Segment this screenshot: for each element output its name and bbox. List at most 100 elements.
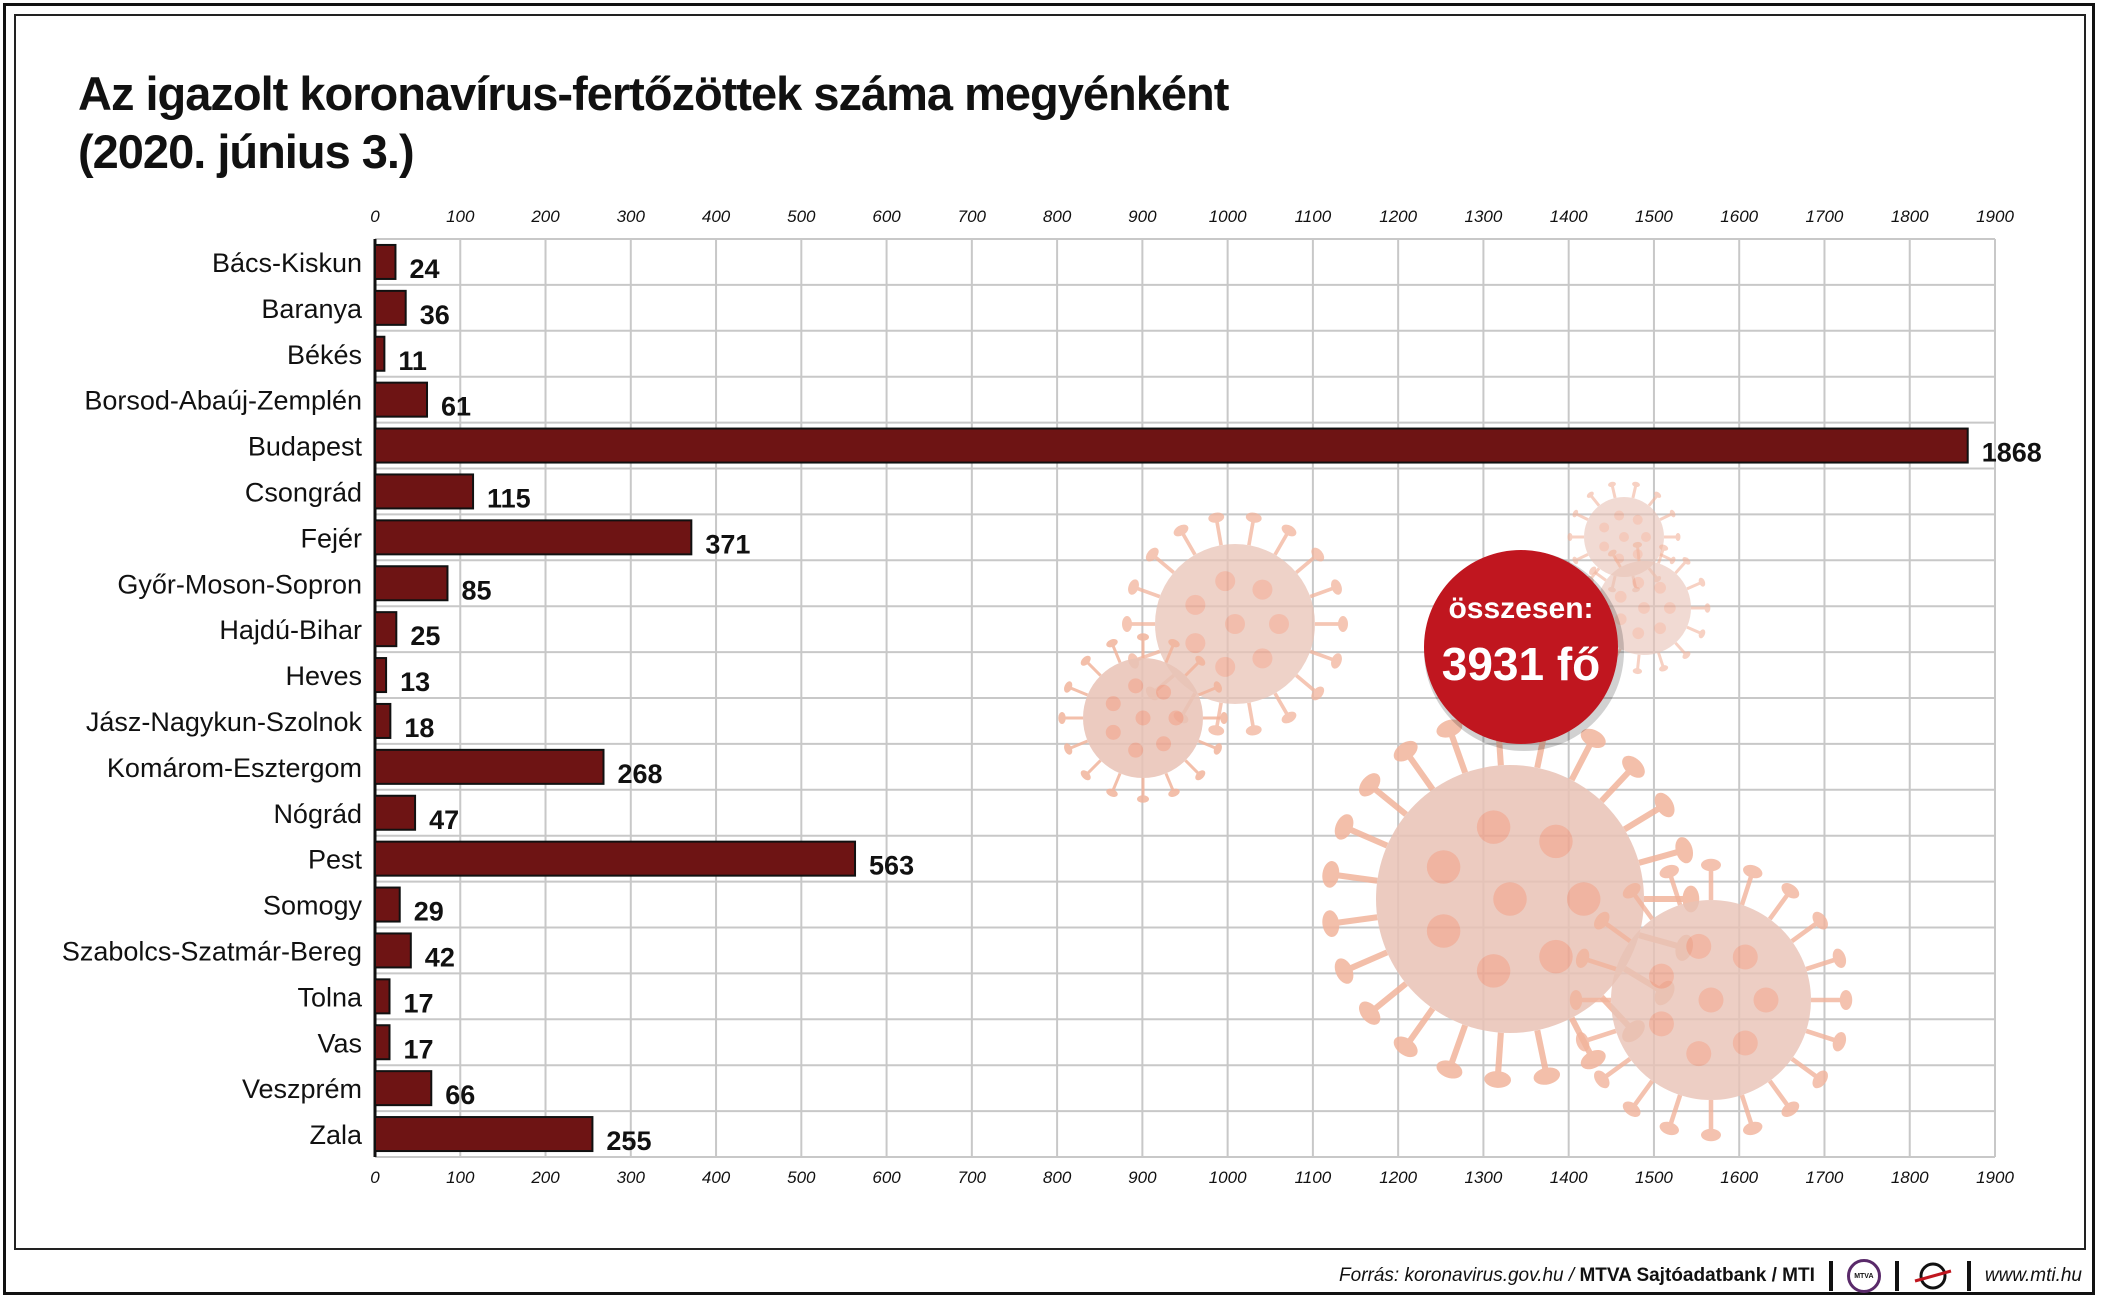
inner-frame bbox=[14, 14, 2086, 1250]
value-label: 115 bbox=[487, 483, 531, 513]
virus-dot bbox=[1185, 594, 1206, 615]
total-label: összesen: bbox=[1448, 592, 1593, 625]
virus-spike-tip bbox=[1575, 948, 1590, 968]
virus-spike-tip bbox=[1659, 864, 1679, 879]
virus-spike-tip bbox=[1812, 911, 1828, 930]
category-label: Fejér bbox=[300, 523, 362, 553]
separator bbox=[1966, 1261, 1971, 1291]
virus-spike-tip bbox=[1220, 712, 1228, 724]
virus-spike-tip bbox=[1659, 1121, 1679, 1136]
virus-dot bbox=[1654, 622, 1666, 635]
virus-spike-tip bbox=[1281, 524, 1297, 537]
virus-spike-tip bbox=[1080, 655, 1091, 666]
tick-label: 1800 bbox=[1891, 207, 1929, 226]
virus-dot bbox=[1269, 614, 1289, 634]
virus-spike-tip bbox=[1338, 616, 1348, 632]
virus-spike-tip bbox=[1580, 1049, 1606, 1070]
virus-spike-tip bbox=[1669, 509, 1676, 518]
tick-label: 1800 bbox=[1891, 1168, 1929, 1187]
tick-label: 0 bbox=[370, 1168, 380, 1187]
virus-spike-tip bbox=[1137, 633, 1149, 641]
tick-label: 1300 bbox=[1465, 207, 1503, 226]
virus-spike-tip bbox=[1567, 533, 1573, 541]
tick-label: 1900 bbox=[1976, 1168, 2014, 1187]
virus-spike-tip bbox=[1145, 547, 1159, 562]
value-label: 563 bbox=[869, 851, 914, 881]
virus-dot bbox=[1185, 633, 1206, 654]
category-label: Zala bbox=[309, 1120, 363, 1150]
category-label: Békés bbox=[287, 340, 362, 370]
bar bbox=[374, 381, 429, 418]
total-value: 3931 fő bbox=[1442, 638, 1601, 690]
value-label: 17 bbox=[403, 1034, 433, 1064]
virus-dot bbox=[1215, 656, 1236, 677]
bar bbox=[374, 519, 693, 556]
virus-spike-tip bbox=[1334, 958, 1354, 984]
tick-label: 500 bbox=[787, 207, 816, 226]
virus-dot bbox=[1476, 810, 1511, 844]
virus-spike-tip bbox=[1311, 547, 1325, 562]
virus-spike-tip bbox=[1058, 712, 1066, 724]
virus-icon bbox=[1058, 633, 1228, 803]
mti-logo bbox=[1914, 1262, 1952, 1290]
virus-spike-tip bbox=[1359, 1001, 1381, 1025]
tick-label: 200 bbox=[530, 1168, 560, 1187]
virus-spike-tip bbox=[1195, 770, 1206, 781]
value-label: 25 bbox=[410, 621, 440, 651]
tick-label: 1100 bbox=[1295, 1168, 1332, 1187]
virus-spike-tip bbox=[1213, 743, 1222, 755]
title-line-1: Az igazolt koronavírus-fertőzöttek száma… bbox=[78, 67, 1229, 120]
tick-label: 400 bbox=[702, 1168, 731, 1187]
value-label: 47 bbox=[429, 805, 459, 835]
tick-label: 1000 bbox=[1209, 207, 1247, 226]
tick-label: 1600 bbox=[1720, 207, 1758, 226]
virus-spike-tip bbox=[1812, 1070, 1828, 1089]
virus-spike-tip bbox=[1654, 792, 1675, 818]
virus-spike-tip bbox=[1195, 655, 1206, 666]
category-label: Budapest bbox=[248, 432, 363, 462]
virus-spike-tip bbox=[1675, 533, 1681, 541]
bar bbox=[374, 840, 857, 877]
virus-dot bbox=[1105, 724, 1121, 740]
virus-dot bbox=[1539, 824, 1573, 859]
virus-spike-tip bbox=[1743, 1121, 1763, 1136]
tick-label: 1100 bbox=[1295, 207, 1332, 226]
virus-dot bbox=[1225, 614, 1245, 634]
virus-spike-tip bbox=[1393, 740, 1418, 762]
tick-label: 100 bbox=[446, 207, 475, 226]
virus-spike-tip bbox=[1659, 544, 1669, 551]
virus-spike-tip bbox=[1781, 1101, 1800, 1117]
tick-label: 1700 bbox=[1806, 207, 1844, 226]
virus-spike-tip bbox=[1669, 556, 1676, 565]
category-label: Csongrád bbox=[245, 477, 362, 507]
tick-label: 1600 bbox=[1720, 1168, 1758, 1187]
value-label: 371 bbox=[705, 529, 750, 559]
value-label: 11 bbox=[398, 346, 427, 376]
virus-dot bbox=[1252, 579, 1273, 600]
value-label: 29 bbox=[414, 897, 444, 927]
bar bbox=[374, 243, 397, 280]
value-label: 268 bbox=[618, 759, 663, 789]
virus-dot bbox=[1128, 742, 1144, 758]
virus-dot bbox=[1654, 581, 1666, 594]
value-label: 61 bbox=[441, 392, 471, 422]
value-label: 13 bbox=[400, 667, 430, 697]
separator bbox=[1828, 1261, 1833, 1291]
virus-spike-tip bbox=[1322, 910, 1340, 937]
virus-spike-tip bbox=[1580, 728, 1606, 749]
virus-spike-tip bbox=[1331, 579, 1342, 595]
bar bbox=[374, 1024, 391, 1061]
value-label: 42 bbox=[425, 942, 455, 972]
bar bbox=[374, 427, 1969, 464]
category-label: Heves bbox=[285, 661, 362, 691]
category-label: Pest bbox=[308, 845, 363, 875]
virus-spike-tip bbox=[1484, 1071, 1512, 1088]
virus-spike-tip bbox=[1080, 770, 1091, 781]
virus-spike-tip bbox=[1632, 668, 1643, 675]
bar bbox=[374, 702, 392, 739]
virus-spike-tip bbox=[1589, 566, 1597, 575]
tick-label: 800 bbox=[1043, 207, 1072, 226]
virus-spike-tip bbox=[1245, 725, 1262, 736]
virus-spike-tip bbox=[1322, 861, 1340, 888]
